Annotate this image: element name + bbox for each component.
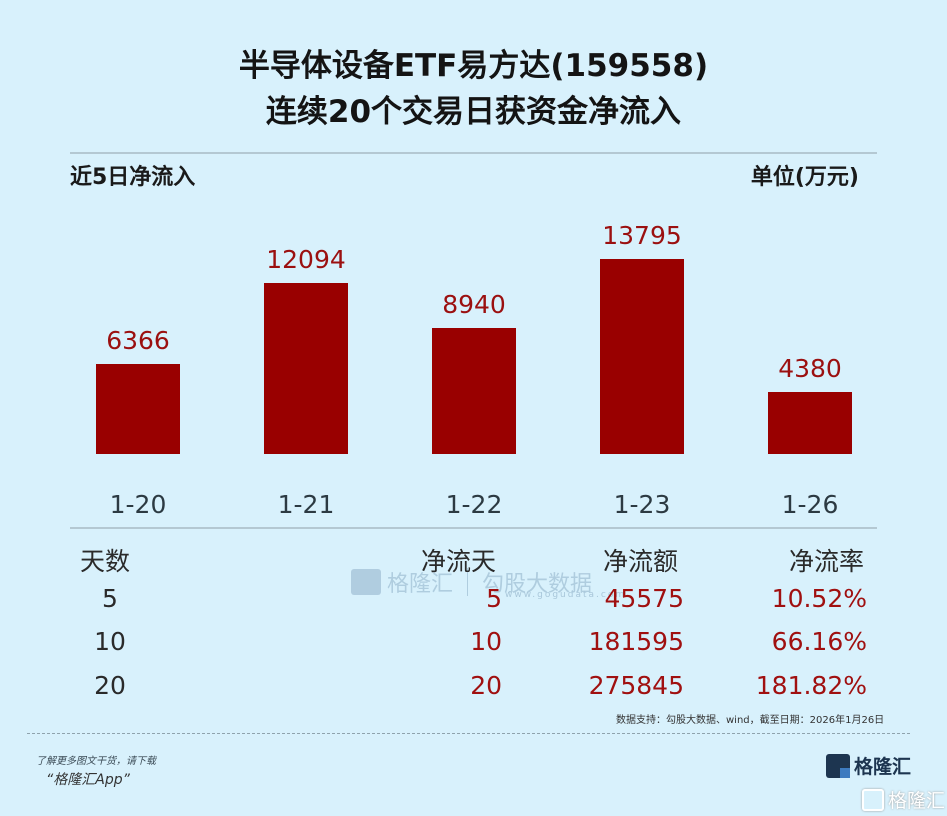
- promo-line1: 了解更多图文干货，请下载: [36, 756, 156, 767]
- watermark-url: www.gogudata.com: [505, 590, 627, 600]
- bar-value-label: 8940: [442, 290, 506, 319]
- x-axis-label: 1-21: [277, 490, 335, 519]
- logo-text: 格隆汇: [854, 756, 912, 778]
- bar-value-label: 12094: [266, 245, 346, 274]
- header-days: 天数: [80, 547, 131, 576]
- watermark-separator: [467, 568, 469, 596]
- cell-amount: 45575: [604, 584, 684, 613]
- bar-1-20: [96, 364, 180, 454]
- header-rate: 净流率: [789, 547, 865, 576]
- chart-title-line1: 半导体设备ETF易方达(159558): [238, 48, 709, 84]
- cell-rate: 181.82%: [755, 671, 867, 700]
- cell-rate: 66.16%: [771, 627, 867, 656]
- chart-subtitle: 近5日净流入: [70, 165, 196, 190]
- cell-rate: 10.52%: [771, 584, 867, 613]
- top-divider: [70, 152, 877, 154]
- gelonghui-logo-icon: [351, 569, 381, 595]
- cell-amount: 275845: [588, 671, 684, 700]
- cell-days: 5: [102, 584, 118, 613]
- cell-flow-days: 20: [470, 671, 502, 700]
- brand-logo: 格隆汇: [826, 752, 911, 779]
- bar-1-26: [768, 392, 852, 454]
- gelonghui-outline-icon: [862, 788, 884, 811]
- cell-flow-days: 10: [470, 627, 502, 656]
- table-divider: [70, 527, 877, 529]
- cell-flow-days: 5: [486, 584, 502, 613]
- cell-days: 20: [94, 671, 126, 700]
- bar-1-22: [432, 328, 516, 454]
- unit-label: 单位(万元): [750, 165, 859, 190]
- source-note: 数据支持：勾股大数据、wind，截至日期：2026年1月26日: [616, 715, 885, 726]
- bar-1-21: [264, 283, 348, 454]
- x-axis-label: 1-22: [445, 490, 503, 519]
- corner-watermark-logo: 格隆汇: [862, 786, 945, 813]
- watermark: 格隆汇 勾股大数据: [351, 566, 592, 598]
- dotted-divider: [27, 733, 910, 734]
- x-axis-label: 1-20: [109, 490, 167, 519]
- watermark-brand2: 勾股大数据: [482, 572, 593, 597]
- corner-logo-text: 格隆汇: [888, 790, 946, 812]
- promo-line2: “格隆汇App”: [46, 772, 130, 788]
- watermark-brand: 格隆汇: [387, 572, 454, 597]
- x-axis-label: 1-26: [781, 490, 839, 519]
- cell-amount: 181595: [588, 627, 684, 656]
- bar-1-23: [600, 259, 684, 454]
- header-amount: 净流额: [603, 547, 679, 576]
- header-flow-days: 净流天: [421, 547, 497, 576]
- chart-title-line2: 连续20个交易日获资金净流入: [265, 94, 682, 130]
- cell-days: 10: [94, 627, 126, 656]
- bar-value-label: 6366: [106, 326, 170, 355]
- gelonghui-logo-icon: [826, 753, 850, 778]
- x-axis-label: 1-23: [613, 490, 671, 519]
- bar-value-label: 4380: [778, 354, 842, 383]
- bar-value-label: 13795: [602, 221, 682, 250]
